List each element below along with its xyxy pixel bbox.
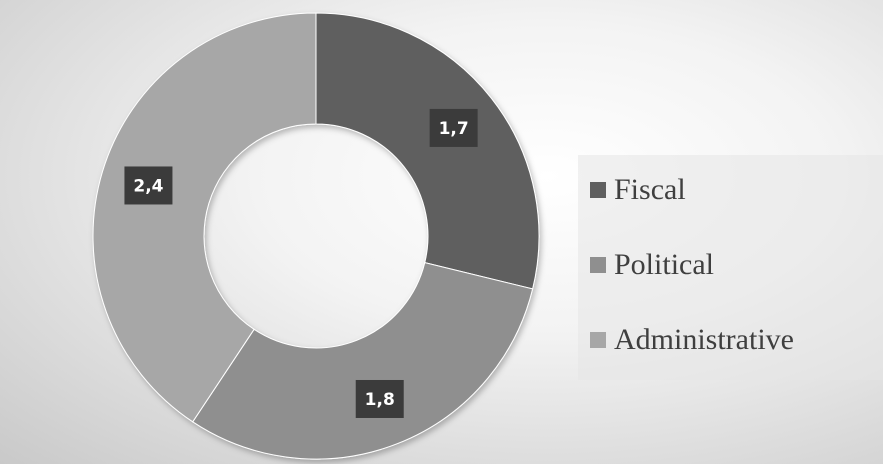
data-label-administrative: 2,4 <box>124 166 173 205</box>
data-label-text-political: 1,8 <box>365 390 395 410</box>
legend-swatch-political <box>590 257 606 273</box>
donut-slice-fiscal <box>315 12 540 290</box>
donut-slices <box>92 12 540 460</box>
legend-label-political: Political <box>614 248 714 281</box>
legend-item-political: Political <box>590 248 714 282</box>
data-label-text-fiscal: 1,7 <box>439 119 469 139</box>
legend-item-fiscal: Fiscal <box>590 173 686 207</box>
data-label-fiscal: 1,7 <box>429 108 478 147</box>
legend-label-fiscal: Fiscal <box>614 173 686 206</box>
data-label-box-fiscal <box>429 108 478 147</box>
data-label-box-political <box>355 379 404 418</box>
donut-slice-political <box>192 261 534 460</box>
data-label-box-administrative <box>124 166 173 205</box>
donut-slice-administrative <box>92 12 317 423</box>
legend-item-administrative: Administrative <box>590 323 794 357</box>
data-label-text-administrative: 2,4 <box>133 176 163 196</box>
legend-label-administrative: Administrative <box>614 323 794 356</box>
legend-swatch-fiscal <box>590 182 606 198</box>
legend-swatch-administrative <box>590 332 606 348</box>
chart-legend: Fiscal Political Administrative <box>578 155 883 380</box>
data-labels: 1,7 1,8 2,4 <box>124 108 478 418</box>
data-label-political: 1,8 <box>355 379 404 418</box>
